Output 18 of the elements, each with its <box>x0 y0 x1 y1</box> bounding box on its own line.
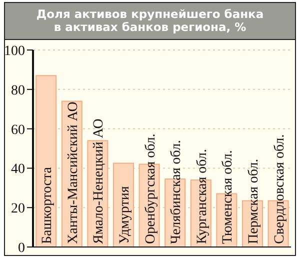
y-tick-label: 40 <box>11 162 25 178</box>
y-tick-label: 100 <box>4 44 25 59</box>
x-tick-label: Удмуртия <box>117 186 132 244</box>
y-tick-label: 0 <box>18 240 25 256</box>
x-tick-label: Башкортоста <box>40 166 56 244</box>
x-tick-label: Ханты-Мансийский АО <box>66 102 81 244</box>
x-tick-label: Челябинская обл. <box>169 140 184 244</box>
x-tick-label: Свердловская обл. <box>272 134 288 244</box>
y-tick-label: 60 <box>11 122 25 138</box>
y-tick-label: 20 <box>11 202 25 217</box>
x-tick-label: Тюменская обл. <box>220 150 236 244</box>
x-tick-label: Оренбургская обл. <box>143 134 158 244</box>
x-tick-label: Ямало-Ненецкий АО <box>92 118 107 244</box>
bar <box>36 75 57 247</box>
y-tick-label: 80 <box>11 83 25 98</box>
x-tick-label: Курганская обл. <box>194 149 210 244</box>
chart-title: Доля активов крупнейшего банка в активах банков региона, % <box>5 3 295 40</box>
x-tick-label: Пермская обл. <box>246 158 262 244</box>
